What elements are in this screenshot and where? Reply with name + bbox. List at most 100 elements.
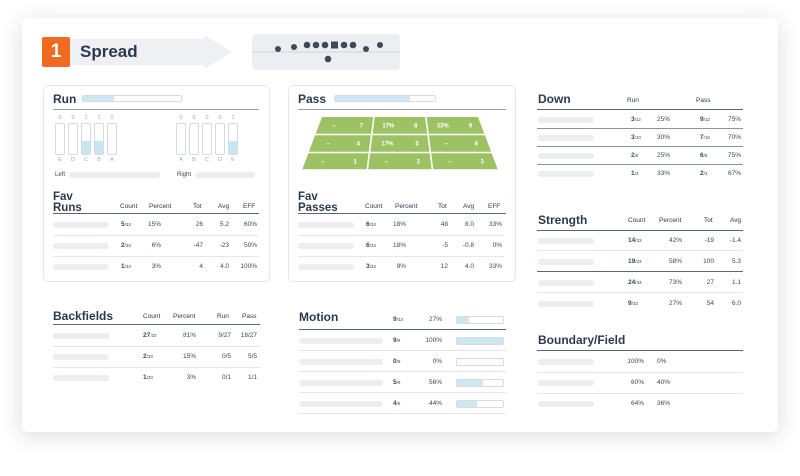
gap-bar [107,123,117,155]
row-label-placeholder [53,375,109,381]
row-divider [299,329,506,330]
divider [53,109,259,110]
pass-progress [334,95,436,102]
left-label: Left [55,172,66,178]
gap-count: 1 [97,115,101,121]
boundary-field-title: Boundary/Field [538,333,626,347]
percent-value: 3% [186,374,196,381]
percent-value: 6% [151,242,161,249]
gap-count: 1 [231,115,235,121]
fav-runs-title: Fav Runs [53,191,82,214]
gap-letter: E [58,157,62,163]
count-value: 9/12 [700,116,710,123]
pass-zone [308,135,371,152]
boundary-percent: 100% [627,358,644,365]
field-percent: 36% [657,400,671,407]
row-divider [299,413,506,414]
avg-value: 5.3 [731,258,741,265]
zone-percent: 17% [381,142,394,148]
gap-bar [215,123,225,155]
boundary-percent: 60% [630,379,644,386]
pass-zone [368,153,432,170]
row-divider [537,292,743,293]
tot-value: 27 [706,279,714,286]
col-percent: Percent [659,217,682,224]
formation-title: Spread [80,42,138,61]
gap-count: 0 [110,115,114,121]
percent-value: 100% [425,337,442,344]
count-value: 1/33 [143,374,153,381]
eff-value: 33% [488,221,502,228]
col-percent: Percent [173,313,196,320]
pass-percent: 67% [727,170,741,177]
pass-panel [288,85,516,282]
zone-number: 1 [353,159,357,165]
gap-bar [94,123,104,155]
gap-letter: C [84,157,88,163]
left-placeholder [69,172,160,178]
zone-percent: – [385,159,389,165]
col-pass: Pass [242,313,257,320]
gap-bar [81,123,91,155]
avg-value: 4.0 [464,263,474,270]
motion-progress-fill [457,380,483,386]
row-label-placeholder [538,301,594,307]
count-value: 2/3 [700,170,708,177]
tot-value: -19 [704,237,714,244]
row-divider [299,371,506,372]
motion-progress [456,316,504,324]
pass-zone [315,117,374,134]
row-label-placeholder [298,264,354,270]
zone-percent: – [332,123,336,129]
percent-value: 42% [668,237,682,244]
gap-bar [176,123,186,155]
count-value: 9/9 [393,337,401,344]
divider [53,213,259,214]
col-count: Count [143,313,161,320]
gap-letter: A [110,157,114,163]
eff-value: 100% [240,263,257,270]
row-label-placeholder [538,401,594,407]
percent-value: 44% [428,400,442,407]
count-value: 3/12 [631,116,641,123]
gap-bar-fill [229,140,237,154]
percent-value: 27% [668,300,682,307]
count-value: 1/33 [121,263,131,270]
col-percent: Percent [395,203,418,210]
eff-value: 33% [488,263,502,270]
divider [298,213,506,214]
formation-diagram [252,34,400,70]
count-value: 6/33 [366,221,376,228]
count-value: 3/10 [631,134,641,141]
zone-percent: 33% [437,123,450,129]
row-label-placeholder [538,380,594,386]
row-label-placeholder [538,359,594,365]
eff-value: 0% [492,242,502,249]
right-label: Right [177,172,192,178]
count-value: 2/33 [143,353,153,360]
fav-passes-title: Fav Passes [298,191,338,214]
row-label-placeholder [538,259,594,265]
gap-bar-fill [95,140,103,154]
section-number-badge: 1 [42,37,70,67]
tot-value: 26 [195,221,203,228]
percent-value: 73% [668,279,682,286]
tot-value: -47 [193,242,203,249]
pass-zone [372,117,428,134]
gap-count: 0 [58,115,62,121]
avg-value: -23 [219,242,229,249]
count-value: 14/33 [628,237,642,244]
run-percent: 30% [656,134,670,141]
col-tot: Tot [193,203,202,210]
zone-percent: – [327,142,331,148]
col-pass: Pass [696,97,711,104]
row-divider [537,250,743,251]
zone-number: 6 [475,142,479,148]
backfields-title: Backfields [53,309,114,323]
zone-percent: 17% [382,123,395,129]
tot-value: -5 [442,242,448,249]
row-label-placeholder [298,243,354,249]
row-label-placeholder [538,135,594,141]
avg-value: 6.0 [731,300,741,307]
count-value: 9/33 [393,316,403,323]
